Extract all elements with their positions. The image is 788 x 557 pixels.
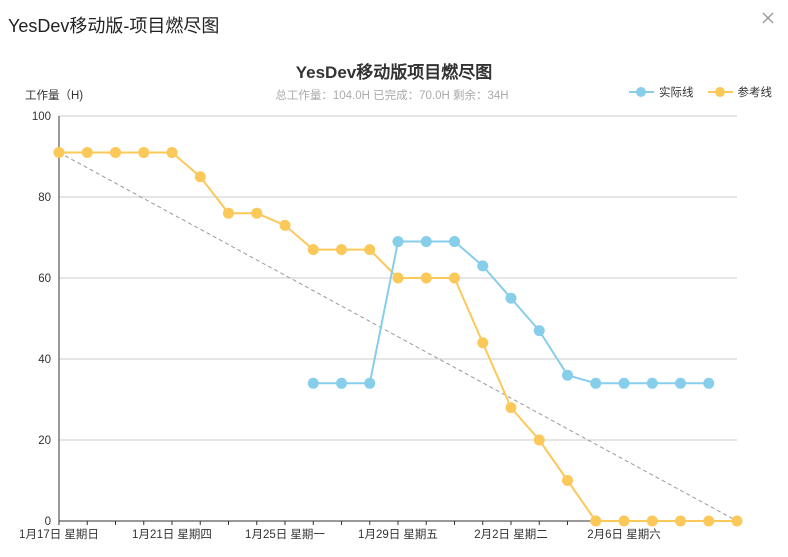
data-point-reference	[223, 207, 234, 219]
y-tick-label: 100	[32, 111, 51, 123]
y-axis-label: 工作量（H)	[25, 90, 84, 102]
data-point-reference	[731, 515, 743, 527]
legend-label-actual: 实际线	[659, 87, 694, 99]
data-point-reference	[590, 515, 602, 527]
x-tick-label: 1月21日 星期四	[132, 528, 212, 541]
data-point-reference	[533, 434, 545, 446]
chart-subtitle: 总工作量：104.0H 已完成：70.0H 剩余：34H	[275, 90, 509, 102]
data-point-reference	[307, 244, 319, 256]
legend-item-reference[interactable]: 参考线	[707, 84, 773, 100]
x-tick-label: 1月29日 星期五	[358, 528, 438, 541]
data-point-reference	[420, 272, 432, 284]
y-tick-label: 80	[38, 192, 51, 204]
legend-label-reference: 参考线	[737, 87, 773, 99]
data-point-actual	[449, 236, 460, 248]
data-point-reference	[110, 146, 121, 158]
data-point-reference	[336, 244, 347, 256]
data-point-actual	[675, 377, 686, 389]
y-tick-label: 40	[38, 354, 51, 366]
ideal-line	[58, 152, 738, 522]
modal-title: YesDev移动版-项目燃尽图	[8, 16, 220, 36]
data-point-reference	[194, 171, 206, 183]
chart-title: YesDev移动版项目燃尽图	[295, 63, 493, 82]
legend-item-actual[interactable]: 实际线	[629, 84, 694, 100]
data-point-reference	[646, 515, 658, 527]
data-point-reference	[279, 219, 291, 231]
data-point-actual	[646, 377, 658, 389]
data-point-reference	[477, 337, 489, 349]
data-point-actual	[562, 369, 573, 381]
y-tick-label: 20	[38, 435, 51, 447]
close-icon[interactable]	[758, 8, 778, 28]
data-point-reference	[562, 475, 573, 486]
data-point-actual	[590, 377, 602, 389]
data-point-reference	[505, 402, 517, 414]
data-point-actual	[307, 377, 319, 389]
data-point-reference	[138, 146, 150, 158]
x-tick-label: 1月17日 星期日	[19, 528, 99, 541]
data-point-reference	[703, 515, 715, 527]
legend-swatch-reference	[707, 86, 733, 98]
data-point-actual	[364, 377, 376, 389]
data-point-actual	[703, 377, 715, 389]
data-point-reference	[166, 146, 178, 158]
legend-swatch-actual	[629, 86, 654, 98]
data-point-actual	[505, 292, 517, 304]
y-tick-label: 60	[38, 273, 51, 285]
data-point-actual	[420, 236, 432, 248]
data-point-reference	[392, 272, 404, 284]
data-point-reference	[53, 146, 65, 158]
data-point-reference	[675, 515, 686, 527]
x-tick-label: 2月6日 星期六	[587, 528, 661, 541]
y-tick-label: 0	[45, 516, 51, 528]
data-point-actual	[392, 236, 404, 248]
data-point-actual	[618, 377, 630, 389]
x-tick-label: 1月25日 星期一	[245, 528, 325, 541]
data-point-reference	[251, 207, 263, 219]
data-point-actual	[336, 377, 347, 389]
x-tick-label: 2月2日 星期二	[474, 528, 548, 541]
data-point-actual	[477, 260, 489, 272]
data-point-reference	[364, 244, 376, 256]
data-point-reference	[81, 146, 93, 158]
data-point-reference	[618, 515, 630, 527]
data-point-reference	[449, 272, 460, 284]
data-point-actual	[533, 325, 545, 337]
series-line-actual	[313, 240, 709, 385]
chart-legend: 实际线 参考线	[629, 84, 772, 100]
